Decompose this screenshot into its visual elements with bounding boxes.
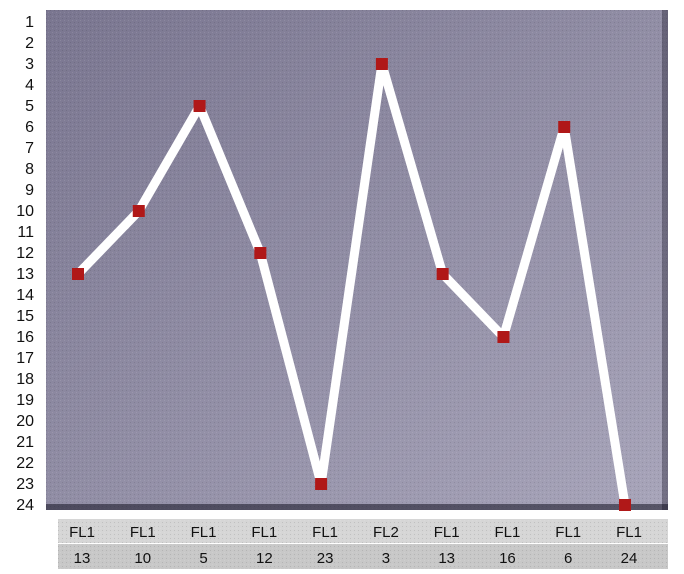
y-tick-label: 20 (16, 413, 34, 430)
value-label: 12 (256, 550, 273, 567)
data-point-marker (193, 100, 206, 112)
category-label: FL2 (373, 524, 399, 541)
data-point-marker (497, 331, 510, 343)
series-line (73, 59, 630, 510)
plot-bevel-bottom (46, 504, 668, 510)
y-tick-label: 17 (16, 350, 34, 367)
data-point-marker (436, 268, 449, 280)
y-tick-label: 21 (16, 434, 34, 451)
data-point-marker (558, 121, 571, 133)
category-label: FL1 (191, 524, 217, 541)
y-tick-label: 7 (25, 140, 34, 157)
y-tick-label: 16 (16, 329, 34, 346)
data-point-marker (72, 268, 84, 280)
category-label: FL1 (495, 524, 521, 541)
value-label: 24 (621, 550, 638, 567)
value-label: 16 (499, 550, 516, 567)
y-tick-label: 15 (16, 308, 34, 325)
value-label: 5 (199, 550, 207, 567)
y-tick-label: 11 (17, 224, 34, 241)
category-label: FL1 (616, 524, 642, 541)
y-tick-label: 1 (25, 14, 34, 31)
y-tick-label: 6 (25, 119, 34, 136)
y-tick-label: 12 (16, 245, 34, 262)
y-tick-label: 9 (25, 182, 34, 199)
y-tick-label: 22 (16, 455, 34, 472)
value-label: 13 (438, 550, 455, 567)
plot-bevel-right (662, 10, 668, 510)
category-label: FL1 (69, 524, 95, 541)
label-band-texture (58, 519, 668, 569)
series-layer (72, 58, 631, 511)
category-label: FL1 (312, 524, 338, 541)
y-tick-label: 10 (16, 203, 34, 220)
y-tick-label: 4 (25, 77, 34, 94)
category-label: FL1 (251, 524, 277, 541)
category-label: FL1 (130, 524, 156, 541)
value-label: 10 (134, 550, 151, 567)
y-tick-label: 5 (25, 98, 34, 115)
y-tick-label: 23 (16, 476, 34, 493)
value-label: 13 (74, 550, 91, 567)
y-tick-label: 13 (16, 266, 34, 283)
data-point-marker (315, 478, 328, 490)
y-tick-label: 19 (16, 392, 34, 409)
value-label: 23 (317, 550, 334, 567)
value-label: 3 (382, 550, 390, 567)
category-label: FL1 (555, 524, 581, 541)
x-axis-labels: FL1 FL1 FL1 FL1 FL1 FL2 FL1 FL1 FL1 FL1 13 10 5 12 23 3… (58, 519, 668, 569)
y-tick-label: 3 (25, 56, 34, 73)
value-label: 6 (564, 550, 572, 567)
y-tick-label: 2 (25, 35, 34, 52)
y-tick-label: 18 (16, 371, 34, 388)
category-label: FL1 (434, 524, 460, 541)
data-point-marker (132, 205, 145, 217)
y-tick-label: 8 (25, 161, 34, 178)
data-point-marker (375, 58, 388, 70)
data-point-marker (254, 247, 267, 259)
y-tick-label: 14 (16, 287, 34, 304)
data-point-marker (619, 499, 631, 511)
y-tick-label: 24 (16, 497, 34, 514)
